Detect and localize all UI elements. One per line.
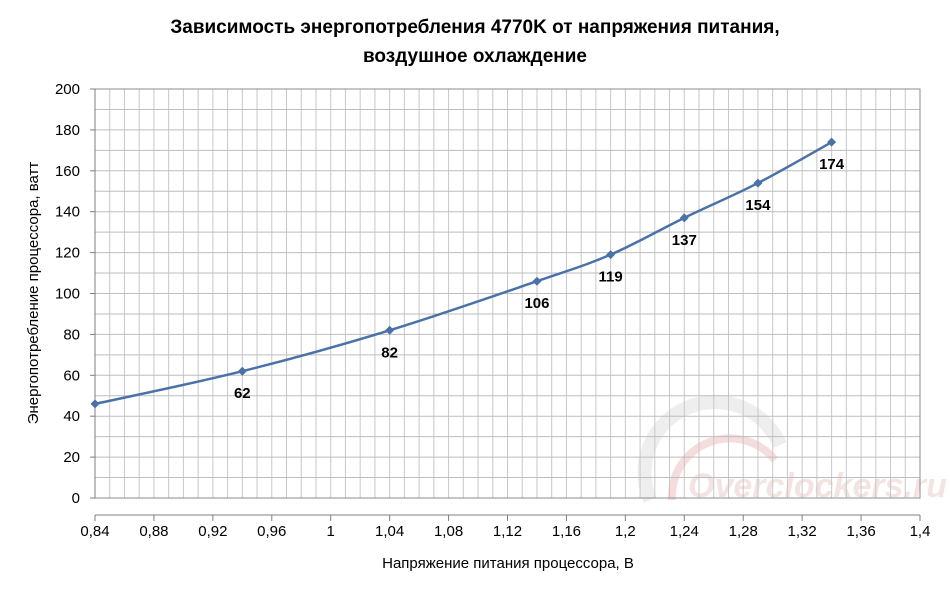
x-tick-label: 0,96	[257, 523, 286, 540]
data-point-marker	[385, 325, 395, 335]
y-tick-label: 20	[63, 449, 80, 466]
x-tick-label: 1,08	[434, 523, 463, 540]
axes: 0 20 40 60 80 100 120 140 160 180 200 0,84 0,88 0,92 0…	[55, 81, 930, 540]
y-tick-label: 120	[55, 245, 80, 262]
x-tick-label: 1,24	[670, 523, 699, 540]
y-tick-label: 40	[63, 408, 80, 425]
y-tick-label: 0	[72, 490, 80, 507]
data-point-marker	[753, 178, 763, 188]
chart-title-line1: Зависимость энергопотребления 4770K от н…	[170, 17, 779, 38]
y-tick-label: 180	[55, 122, 80, 139]
x-tick-label: 1,4	[910, 523, 931, 540]
x-tick-label: 1,32	[788, 523, 817, 540]
y-tick-label: 60	[63, 367, 80, 384]
x-tick-label: 0,92	[198, 523, 227, 540]
data-point-marker	[237, 366, 247, 376]
data-point-marker	[827, 137, 837, 147]
x-tick-label: 1,2	[615, 523, 636, 540]
x-tick-label: 0,84	[80, 523, 109, 540]
data-label: 137	[672, 232, 697, 249]
y-axis-title: Энергопотребление процессора, ватт	[25, 162, 42, 425]
x-tick-label: 1,28	[729, 523, 758, 540]
x-tick-label: 0,88	[139, 523, 168, 540]
data-label: 119	[599, 269, 623, 286]
y-tick-label: 100	[55, 286, 80, 303]
x-tick-label: 1	[327, 523, 335, 540]
watermark-text: Overclockers.ru	[688, 467, 947, 505]
data-point-marker	[532, 276, 542, 286]
x-axis-title: Напряжение питания процессора, В	[382, 555, 634, 572]
y-tick-label: 160	[55, 163, 80, 180]
data-label: 154	[745, 197, 771, 214]
data-labels: 62 82 106 119 137 154 174	[234, 156, 845, 402]
grid	[94, 88, 921, 499]
x-tick-label: 1,16	[552, 523, 581, 540]
y-tick-label: 80	[63, 326, 80, 343]
chart-title-line2: воздушное охлаждение	[363, 46, 587, 67]
x-tick-label: 1,04	[375, 523, 404, 540]
data-label: 82	[381, 344, 398, 361]
y-tick-label: 140	[55, 204, 80, 221]
y-tick-label: 200	[55, 81, 80, 98]
data-point-marker	[606, 250, 616, 260]
x-tick-label: 1,12	[493, 523, 522, 540]
watermark-swoosh-red	[667, 434, 779, 501]
data-label: 174	[819, 156, 845, 173]
data-label: 62	[234, 385, 251, 402]
x-tick-label: 1,36	[846, 523, 875, 540]
data-label: 106	[524, 295, 549, 312]
series-layer	[90, 137, 837, 409]
data-point-marker	[90, 399, 100, 409]
watermark-swoosh-gray	[637, 394, 787, 503]
watermark-logo: Overclockers.ru	[637, 394, 947, 505]
data-point-marker	[679, 213, 689, 223]
